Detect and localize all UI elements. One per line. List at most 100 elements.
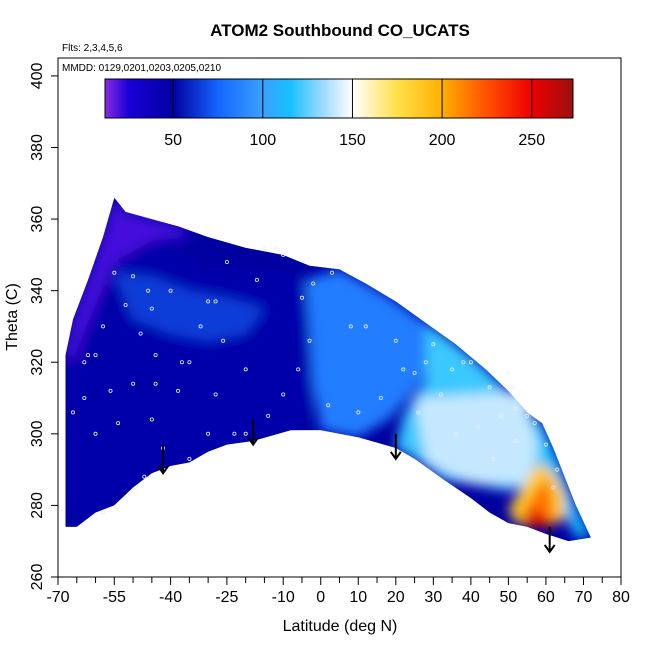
observation-point [198, 324, 203, 329]
observation-point [116, 421, 121, 426]
chart-title: ATOM2 Southbound CO_UCATS [210, 21, 470, 40]
y-axis: 260 280 300 320 340 360 380 400 [29, 62, 59, 591]
observation-point [224, 259, 229, 264]
observation-point [423, 360, 428, 365]
y-axis-label: Theta (C) [4, 283, 21, 351]
colorbar-tick-label: 200 [429, 132, 456, 149]
observation-point [123, 302, 128, 307]
observation-point [416, 410, 421, 415]
x-tick-label: -70 [46, 589, 69, 606]
profile-arrow [157, 444, 169, 475]
field-region-purple-top [65, 197, 194, 363]
x-tick-label: 40 [462, 589, 480, 606]
x-axis-label: Latitude (deg N) [283, 618, 398, 635]
y-tick-label: 360 [29, 206, 46, 233]
observation-point [187, 456, 192, 461]
y-tick-label: 380 [29, 134, 46, 161]
observation-point [149, 417, 154, 422]
observation-points [71, 245, 560, 515]
observation-point [551, 485, 556, 490]
observation-point [149, 306, 154, 311]
observation-point [187, 360, 192, 365]
observation-point [543, 442, 548, 447]
colorbar-ramp [104, 78, 574, 119]
observation-point [487, 385, 492, 390]
x-tick-label: 50 [500, 589, 518, 606]
observation-point [243, 367, 248, 372]
observation-point [82, 395, 87, 400]
observation-point [93, 431, 98, 436]
y-tick-label: 400 [29, 62, 46, 89]
observation-point [101, 324, 106, 329]
observation-point [168, 288, 173, 293]
observation-point [412, 370, 417, 375]
observation-point [389, 288, 394, 293]
observation-point [311, 281, 316, 286]
observation-point [506, 370, 511, 375]
profile-arrow [247, 419, 259, 447]
observation-point [438, 392, 443, 397]
observation-point [450, 367, 455, 372]
observation-point [348, 324, 353, 329]
observation-point [142, 474, 147, 479]
observation-point [146, 288, 151, 293]
x-axis: -70 -55 -40 -25 -10 0 10 20 30 40 50 60 70 80 [46, 576, 630, 606]
observation-point [307, 338, 312, 343]
colorbar-tick-label: 250 [518, 132, 545, 149]
observation-point [206, 431, 211, 436]
colorbar-tick-label: 100 [249, 132, 276, 149]
observation-point [273, 245, 278, 250]
observation-point [108, 388, 113, 393]
y-tick-label: 280 [29, 492, 46, 519]
observation-point [281, 392, 286, 397]
observation-point [266, 413, 271, 418]
colorbar: 50 100 150 200 250 [104, 78, 574, 149]
observation-point [131, 274, 136, 279]
x-tick-label: -40 [159, 589, 182, 606]
field-region-cyan-edge [527, 412, 591, 538]
observation-point [232, 431, 237, 436]
observation-point [513, 438, 518, 443]
observation-point [498, 413, 503, 418]
observation-point [262, 245, 267, 250]
observation-point [243, 431, 248, 436]
observation-point [401, 367, 406, 372]
observation-point [356, 410, 361, 415]
observation-point [153, 353, 158, 358]
observation-point [153, 381, 158, 386]
x-tick-label: 30 [424, 589, 442, 606]
flights-note: Flts: 2,3,4,5,6 [62, 43, 123, 54]
observation-point [281, 252, 286, 257]
observation-point [213, 299, 218, 304]
observation-point [329, 270, 334, 275]
observation-point [453, 431, 458, 436]
x-tick-label: -10 [272, 589, 295, 606]
y-tick-label: 320 [29, 349, 46, 376]
co-field [65, 197, 591, 542]
observation-point [326, 403, 331, 408]
field-region-orange-core [519, 476, 554, 520]
y-tick-label: 340 [29, 277, 46, 304]
observation-point [254, 277, 259, 282]
observation-point [393, 338, 398, 343]
x-tick-label: 80 [612, 589, 630, 606]
observation-point [461, 360, 466, 365]
x-tick-label: 60 [537, 589, 555, 606]
observation-point [468, 360, 473, 365]
observation-point [112, 270, 117, 275]
observation-point [221, 338, 226, 343]
y-tick-label: 300 [29, 420, 46, 447]
y-tick-label: 260 [29, 564, 46, 591]
colorbar-ticks: 50 100 150 200 250 [164, 79, 545, 149]
observation-point [525, 413, 530, 418]
observation-point [378, 395, 383, 400]
observation-point [476, 424, 481, 429]
x-tick-label: -55 [103, 589, 126, 606]
dates-note: MMDD: 0129,0201,0203,0205,0210 [62, 63, 221, 74]
observation-point [363, 324, 368, 329]
observation-point [206, 299, 211, 304]
observation-point [513, 406, 518, 411]
observation-point [491, 456, 496, 461]
observation-point [431, 342, 436, 347]
